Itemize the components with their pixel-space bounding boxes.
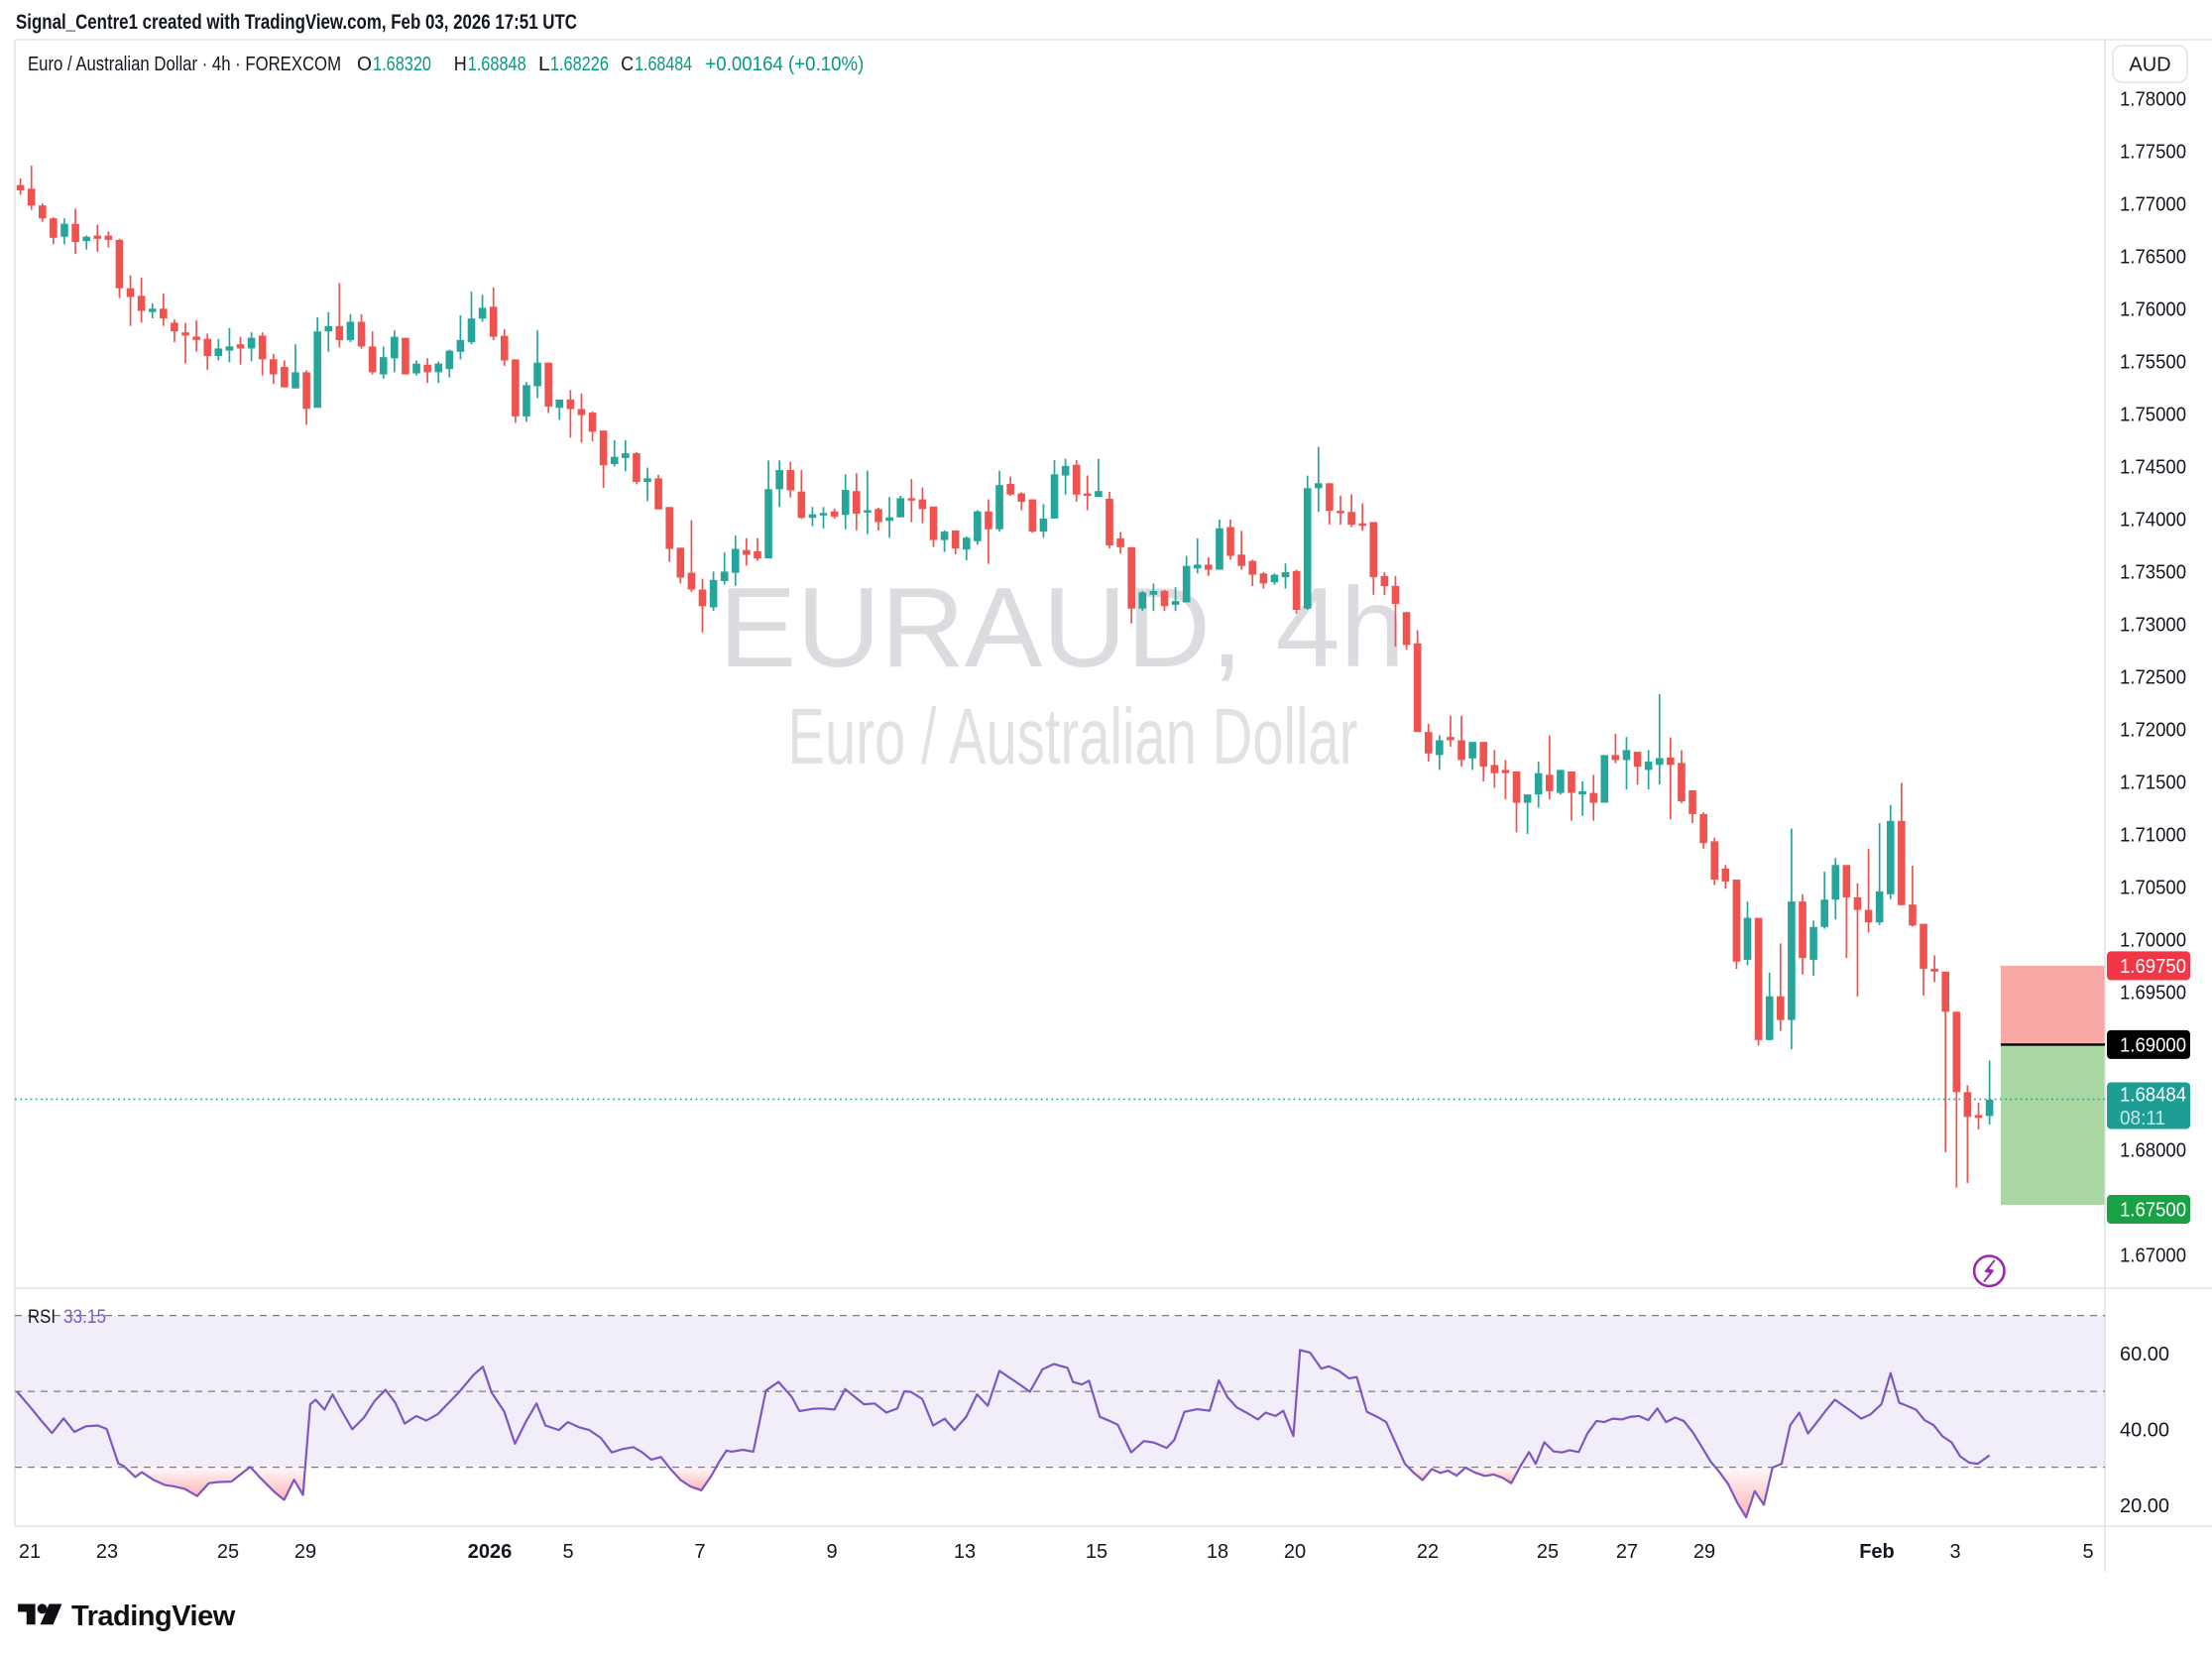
svg-text:TradingView: TradingView: [71, 1601, 236, 1632]
svg-text:1.68848: 1.68848: [468, 54, 526, 75]
svg-text:08:11: 08:11: [2120, 1108, 2165, 1129]
svg-text:+0.00164 (+0.10%): +0.00164 (+0.10%): [705, 54, 864, 75]
svg-text:13: 13: [954, 1541, 976, 1563]
svg-text:1.73500: 1.73500: [2120, 561, 2186, 583]
svg-text:1.72500: 1.72500: [2120, 666, 2186, 688]
svg-text:2026: 2026: [468, 1541, 513, 1563]
svg-text:1.68484: 1.68484: [2120, 1084, 2186, 1106]
svg-text:1.68226: 1.68226: [550, 54, 609, 75]
svg-text:7: 7: [694, 1541, 705, 1563]
svg-text:Feb: Feb: [1859, 1541, 1895, 1563]
svg-text:1.67500: 1.67500: [2120, 1200, 2186, 1222]
svg-text:1.75500: 1.75500: [2120, 351, 2186, 373]
svg-text:21: 21: [19, 1541, 41, 1563]
svg-text:Euro / Australian Dollar: Euro / Australian Dollar: [788, 692, 1358, 780]
svg-text:1.71500: 1.71500: [2120, 771, 2186, 793]
svg-text:25: 25: [1537, 1541, 1559, 1563]
svg-text:Signal_Centre1 created with Tr: Signal_Centre1 created with TradingView.…: [16, 11, 577, 34]
svg-text:1.68320: 1.68320: [373, 54, 431, 75]
svg-text:5: 5: [2082, 1541, 2093, 1563]
svg-text:Euro / Australian Dollar · 4h: Euro / Australian Dollar · 4h · FOREXCOM: [28, 54, 341, 75]
svg-text:1.69000: 1.69000: [2120, 1034, 2186, 1056]
svg-text:23: 23: [96, 1541, 118, 1563]
svg-text:5: 5: [562, 1541, 573, 1563]
svg-text:1.70500: 1.70500: [2120, 877, 2186, 898]
svg-text:33.15: 33.15: [63, 1307, 106, 1328]
svg-text:25: 25: [217, 1541, 239, 1563]
svg-text:1.78000: 1.78000: [2120, 88, 2186, 110]
svg-text:40.00: 40.00: [2120, 1419, 2169, 1441]
svg-text:1.74500: 1.74500: [2120, 456, 2186, 478]
svg-text:1.77000: 1.77000: [2120, 193, 2186, 215]
svg-text:1.71000: 1.71000: [2120, 824, 2186, 846]
svg-text:1.75000: 1.75000: [2120, 404, 2186, 425]
svg-text:1.76500: 1.76500: [2120, 246, 2186, 268]
svg-text:20: 20: [1284, 1541, 1306, 1563]
svg-text:O: O: [357, 54, 372, 75]
svg-text:EURAUD, 4h: EURAUD, 4h: [719, 565, 1405, 691]
svg-text:18: 18: [1207, 1541, 1228, 1563]
svg-text:27: 27: [1616, 1541, 1638, 1563]
svg-text:1.68484: 1.68484: [635, 54, 692, 75]
svg-text:1.67000: 1.67000: [2120, 1245, 2186, 1266]
svg-text:1.74000: 1.74000: [2120, 509, 2186, 531]
svg-text:15: 15: [1086, 1541, 1107, 1563]
svg-text:1.70000: 1.70000: [2120, 929, 2186, 951]
svg-text:22: 22: [1417, 1541, 1439, 1563]
svg-text:RSI: RSI: [28, 1307, 56, 1328]
svg-text:H: H: [454, 54, 467, 75]
svg-text:L: L: [538, 54, 550, 75]
svg-text:1.76000: 1.76000: [2120, 298, 2186, 320]
svg-text:60.00: 60.00: [2120, 1344, 2169, 1365]
svg-text:1.73000: 1.73000: [2120, 614, 2186, 636]
svg-text:1.69750: 1.69750: [2120, 956, 2186, 978]
svg-text:1.68000: 1.68000: [2120, 1139, 2186, 1161]
svg-text:20.00: 20.00: [2120, 1495, 2169, 1517]
svg-text:3: 3: [1949, 1541, 1960, 1563]
svg-text:1.72000: 1.72000: [2120, 719, 2186, 741]
svg-text:9: 9: [826, 1541, 837, 1563]
svg-text:29: 29: [294, 1541, 316, 1563]
svg-text:1.77500: 1.77500: [2120, 141, 2186, 163]
svg-text:C: C: [621, 54, 634, 75]
svg-text:29: 29: [1693, 1541, 1715, 1563]
svg-text:1.69500: 1.69500: [2120, 982, 2186, 1004]
svg-text:AUD: AUD: [2129, 55, 2170, 76]
